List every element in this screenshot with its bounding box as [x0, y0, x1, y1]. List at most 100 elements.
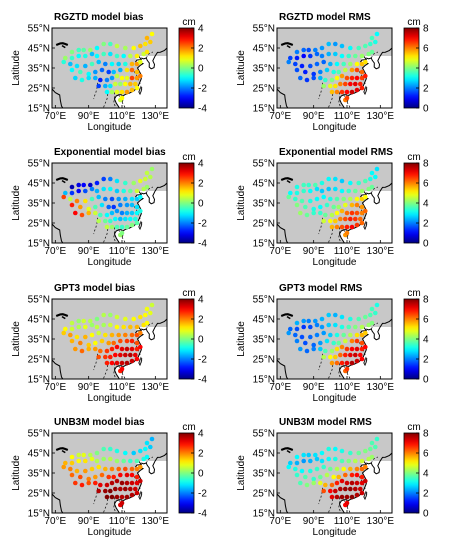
data-point — [359, 85, 365, 91]
x-axis-label: Longitude — [88, 257, 132, 268]
data-point — [301, 47, 307, 53]
data-point — [134, 490, 140, 496]
data-point — [138, 208, 143, 214]
colorbar-tick-label: 6 — [423, 179, 429, 190]
data-point — [359, 480, 365, 486]
lon-tick-label: 130°E — [142, 111, 170, 122]
data-point — [114, 89, 120, 95]
data-point — [104, 348, 110, 354]
data-point — [114, 478, 120, 484]
nw-boundary-mark-2 — [61, 44, 66, 49]
data-point — [293, 466, 298, 472]
data-point — [333, 322, 338, 328]
data-point — [349, 360, 355, 366]
data-point — [368, 446, 373, 452]
data-point — [313, 47, 318, 53]
data-point — [318, 210, 323, 216]
korea-coastline — [141, 47, 167, 70]
colorbar-tick-label: 0 — [423, 509, 429, 520]
data-point — [129, 210, 135, 216]
data-point — [123, 196, 128, 202]
data-point — [121, 324, 126, 330]
sea-area — [339, 56, 392, 108]
colorbar-tick-label: 6 — [423, 449, 429, 460]
data-point — [138, 464, 143, 470]
data-point — [349, 480, 355, 486]
data-point — [359, 53, 365, 59]
data-point — [118, 81, 123, 87]
data-point — [119, 230, 125, 236]
lat-tick-label: 15°N — [28, 239, 50, 250]
data-point — [286, 194, 292, 200]
data-point — [344, 89, 350, 95]
data-point — [74, 468, 80, 474]
data-point — [314, 51, 320, 57]
nw-boundary-mark — [280, 177, 294, 182]
data-point — [149, 166, 155, 172]
data-point — [113, 352, 118, 358]
chart-panel-8: UNB3M model RMS 55°N 45°N 35°N 25°N 15°N70°E 9… — [236, 417, 429, 538]
data-point — [104, 89, 110, 95]
data-point — [68, 332, 73, 338]
colorbar-tick-label: 4 — [423, 469, 429, 480]
data-point — [353, 53, 358, 59]
lat-tick-label: 25°N — [28, 355, 50, 366]
data-point — [138, 314, 143, 320]
data-point — [294, 338, 300, 344]
data-point — [121, 53, 126, 59]
colorbar-tick-label: 4 — [198, 24, 204, 35]
data-point — [294, 472, 300, 478]
data-point — [123, 61, 128, 67]
data-point — [101, 186, 106, 192]
data-point — [321, 218, 327, 224]
data-point — [124, 67, 130, 73]
nw-boundary-mark — [55, 177, 69, 182]
chart-title: UNB3M model bias — [54, 417, 145, 428]
data-point — [131, 316, 136, 322]
border-line-3 — [338, 227, 342, 243]
data-point — [338, 352, 343, 358]
lon-tick-label: 70°E — [269, 246, 291, 257]
colorbar-tick-label: 0 — [198, 469, 204, 480]
data-point — [299, 468, 305, 474]
data-point — [144, 306, 150, 312]
data-point — [113, 216, 118, 222]
data-point — [144, 184, 150, 190]
lon-tick-label: 130°E — [142, 382, 170, 393]
data-point — [359, 356, 365, 362]
data-point — [119, 75, 125, 81]
data-point — [373, 444, 378, 450]
data-point — [129, 338, 135, 344]
data-point — [119, 366, 125, 372]
data-point — [78, 204, 83, 210]
data-point — [63, 326, 68, 332]
data-point — [301, 318, 307, 324]
data-point — [124, 480, 130, 486]
data-point — [328, 488, 333, 494]
lat-tick-label: 25°N — [28, 489, 50, 500]
y-axis-label: Latitude — [11, 50, 22, 86]
data-point — [114, 360, 120, 366]
data-point — [348, 332, 353, 338]
data-point — [144, 454, 150, 460]
data-point — [314, 466, 320, 472]
data-point — [96, 354, 101, 360]
data-point — [368, 41, 373, 47]
border-line-2 — [327, 364, 334, 379]
data-point — [356, 316, 362, 322]
data-point — [346, 188, 352, 194]
data-point — [366, 51, 372, 57]
data-point — [321, 83, 327, 89]
data-point — [344, 95, 350, 101]
data-point — [314, 456, 320, 462]
data-point — [346, 53, 352, 59]
data-point — [343, 486, 348, 492]
data-point — [373, 39, 378, 45]
data-point — [83, 324, 88, 330]
data-point — [319, 450, 325, 456]
data-point — [124, 89, 130, 95]
data-point — [61, 464, 66, 470]
india-coastline — [277, 359, 289, 379]
data-point — [93, 480, 98, 486]
data-point — [319, 188, 325, 194]
